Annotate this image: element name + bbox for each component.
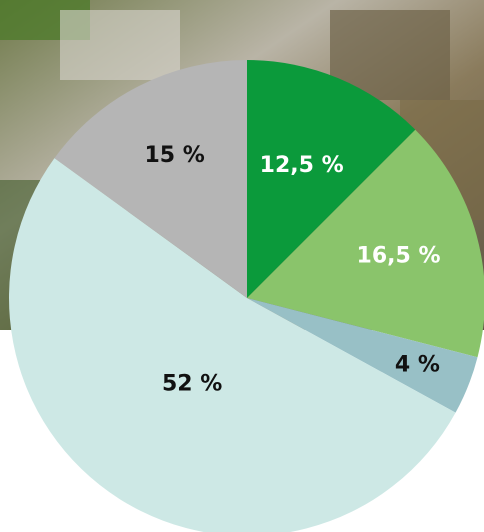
data-label: 16,5 % (357, 244, 441, 269)
pie: 12,5 % 16,5 % 4 % 52 % 15 % (9, 60, 484, 532)
page: 12,5 %16,5 %4 %52 %15 % (() => { const d… (0, 0, 484, 532)
chart: 12,5 % 16,5 % 4 % 52 % 15 % (0, 0, 484, 532)
data-label: 15 % (144, 143, 204, 168)
data-label: 52 % (162, 371, 222, 396)
data-label: 12,5 % (260, 153, 344, 178)
data-label: 4 % (395, 352, 440, 377)
